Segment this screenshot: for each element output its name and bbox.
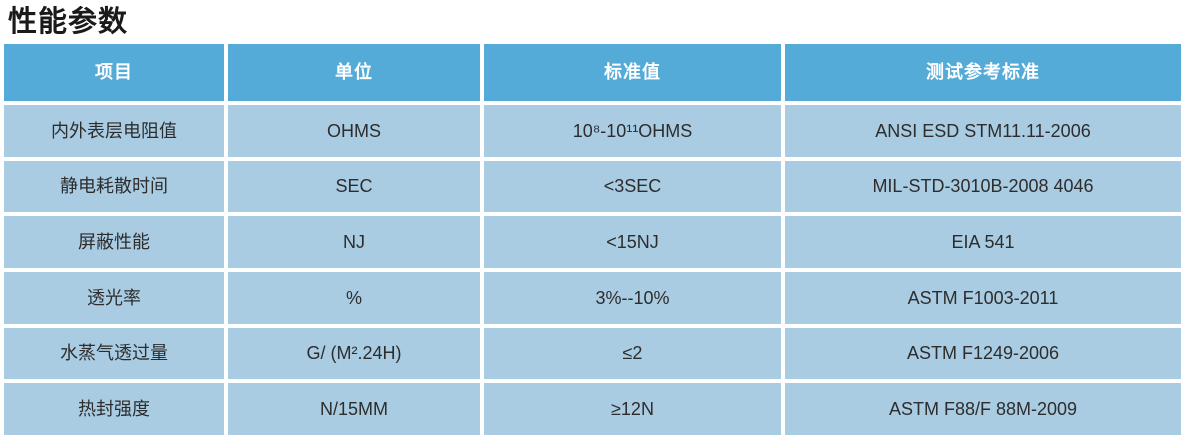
cell-unit: SEC <box>228 160 480 213</box>
cell-reference: ANSI ESD STM11.11-2006 <box>785 105 1181 157</box>
cell-reference: ASTM F88/F 88M-2009 <box>785 383 1181 435</box>
cell-reference: MIL-STD-3010B-2008 4046 <box>785 160 1181 213</box>
cell-item: 内外表层电阻值 <box>4 105 224 157</box>
cell-item: 水蒸气透过量 <box>4 327 224 380</box>
cell-unit: OHMS <box>228 105 480 157</box>
cell-item: 屏蔽性能 <box>4 216 224 268</box>
cell-unit: NJ <box>228 216 480 268</box>
cell-reference: ASTM F1249-2006 <box>785 327 1181 380</box>
performance-parameters-table: 项目 单位 标准值 测试参考标准 内外表层电阻值 OHMS 10⁸-10¹¹OH… <box>4 44 1181 435</box>
cell-standard: 10⁸-10¹¹OHMS <box>484 105 781 157</box>
column-header-unit: 单位 <box>228 44 480 101</box>
page-title: 性能参数 <box>8 6 129 38</box>
cell-standard: ≤2 <box>484 327 781 380</box>
cell-reference: ASTM F1003-2011 <box>785 272 1181 324</box>
cell-standard: ≥12N <box>484 383 781 435</box>
cell-standard: 3%--10% <box>484 272 781 324</box>
cell-item: 静电耗散时间 <box>4 160 224 213</box>
column-header-standard: 标准值 <box>484 44 781 101</box>
cell-unit: % <box>228 272 480 324</box>
cell-unit: G/ (M².24H) <box>228 327 480 380</box>
column-header-item: 项目 <box>4 44 224 101</box>
column-header-reference: 测试参考标准 <box>785 44 1181 101</box>
cell-standard: <3SEC <box>484 160 781 213</box>
cell-item: 透光率 <box>4 272 224 324</box>
cell-unit: N/15MM <box>228 383 480 435</box>
cell-reference: EIA 541 <box>785 216 1181 268</box>
cell-standard: <15NJ <box>484 216 781 268</box>
cell-item: 热封强度 <box>4 383 224 435</box>
